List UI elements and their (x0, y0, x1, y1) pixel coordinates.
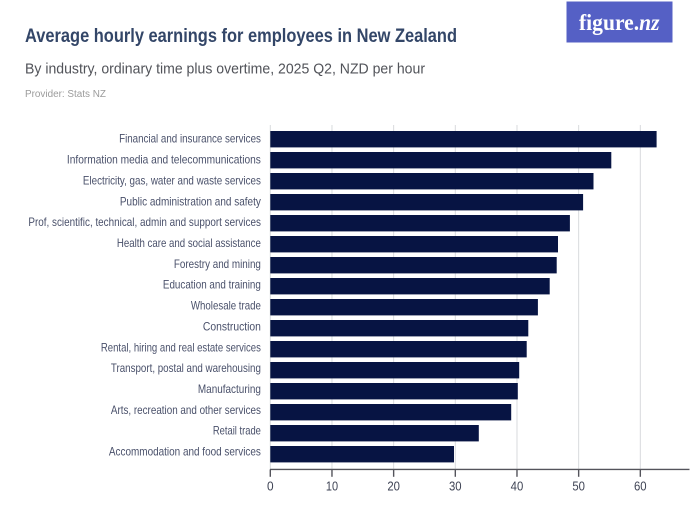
svg-text:Average hourly earnings for em: Average hourly earnings for employees in… (25, 26, 457, 47)
svg-text:Electricity, gas, water and wa: Electricity, gas, water and waste servic… (83, 174, 261, 187)
svg-text:Accommodation and food service: Accommodation and food services (109, 446, 261, 459)
svg-text:Retail trade: Retail trade (213, 425, 261, 438)
svg-text:Transport, postal and warehous: Transport, postal and warehousing (111, 362, 261, 375)
svg-text:Construction: Construction (203, 320, 261, 333)
svg-text:Wholesale trade: Wholesale trade (191, 300, 261, 313)
svg-text:60: 60 (634, 479, 647, 494)
svg-text:50: 50 (572, 479, 585, 494)
svg-text:30: 30 (449, 479, 462, 494)
svg-text:Financial and insurance servic: Financial and insurance services (119, 133, 261, 146)
svg-text:0: 0 (267, 479, 274, 494)
svg-text:Forestry and mining: Forestry and mining (174, 258, 261, 271)
svg-text:Health care and social assista: Health care and social assistance (117, 237, 261, 250)
svg-text:40: 40 (511, 479, 524, 494)
svg-text:Education and training: Education and training (163, 279, 261, 292)
svg-text:Prof, scientific, technical, a: Prof, scientific, technical, admin and s… (28, 216, 261, 229)
svg-text:Provider: Stats NZ: Provider: Stats NZ (25, 89, 106, 100)
svg-text:Rental, hiring and real estate: Rental, hiring and real estate services (101, 341, 261, 354)
svg-text:Arts, recreation and other ser: Arts, recreation and other services (111, 404, 261, 417)
svg-text:Manufacturing: Manufacturing (198, 383, 261, 396)
svg-text:20: 20 (387, 479, 400, 494)
svg-text:figure.nz: figure.nz (579, 10, 660, 36)
svg-text:Information media and telecomm: Information media and telecommunications (67, 154, 261, 167)
svg-text:By industry, ordinary time plu: By industry, ordinary time plus overtime… (25, 60, 425, 77)
svg-text:10: 10 (326, 479, 338, 494)
svg-text:Public administration and safe: Public administration and safety (120, 195, 261, 208)
